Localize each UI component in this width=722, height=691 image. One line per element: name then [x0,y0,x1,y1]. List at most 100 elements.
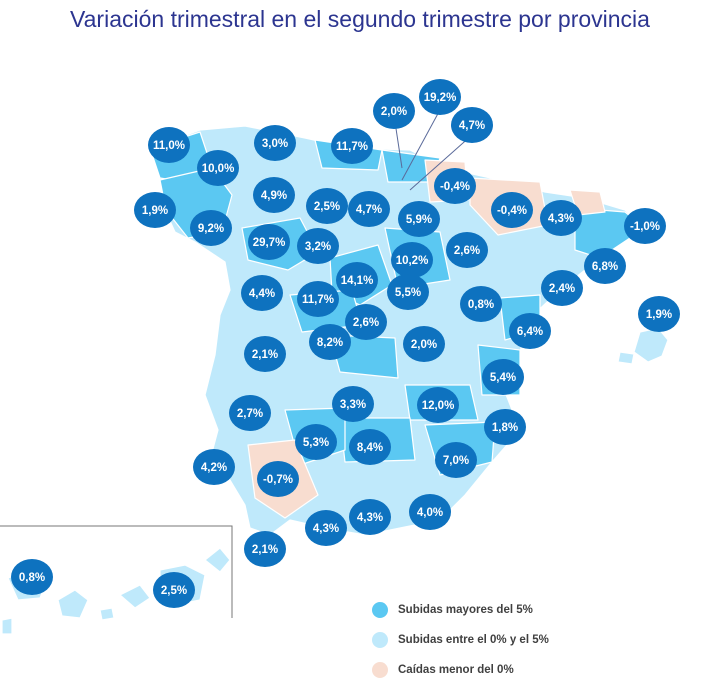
value-bubble-label: 4,4% [249,288,275,300]
value-bubble: 2,0% [403,326,445,362]
value-bubble: 2,7% [229,395,271,431]
value-bubble-label: 1,9% [646,309,672,321]
value-bubble-circle [484,409,526,445]
value-bubble-circle [345,304,387,340]
value-bubble-circle [336,262,378,298]
value-bubble: 10,2% [391,242,433,278]
legend-swatch-mid [372,632,388,648]
value-bubble: 0,8% [460,286,502,322]
value-bubble: 5,3% [295,424,337,460]
value-bubble: 4,7% [348,191,390,227]
value-bubble-label: 10,2% [396,255,429,267]
legend-label-high: Subidas mayores del 5% [398,604,533,616]
value-bubble-label: 4,2% [201,462,227,474]
value-bubble-circle [451,107,493,143]
value-bubble-circle [148,127,190,163]
value-bubble-circle [446,232,488,268]
value-bubble: 4,7% [451,107,493,143]
value-bubble-label: 12,0% [422,400,455,412]
value-bubble: 2,6% [345,304,387,340]
value-bubble-circle [460,286,502,322]
value-bubble: 7,0% [435,442,477,478]
value-bubble: 2,0% [373,93,415,129]
value-bubble: 4,3% [540,200,582,236]
value-bubble-circle [193,449,235,485]
value-bubble-label: -0,7% [263,474,293,486]
value-bubble-label: 1,8% [492,422,518,434]
callout-leader-lines [394,107,473,191]
value-bubble-label: 2,6% [454,245,480,257]
canary-islands-inset-frame [0,525,233,618]
value-bubble-circle [241,275,283,311]
value-bubble-label: 2,6% [353,317,379,329]
value-bubble-label: 2,1% [252,544,278,556]
value-bubble: 4,3% [349,499,391,535]
legend: Subidas mayores del 5% Subidas entre el … [372,595,549,685]
value-bubble: 14,1% [336,262,378,298]
value-bubble: 11,0% [148,127,190,163]
value-bubble: 5,5% [387,274,429,310]
legend-item-high: Subidas mayores del 5% [372,595,549,625]
value-bubble-label: 4,7% [356,204,382,216]
value-bubble-circle [190,210,232,246]
legend-item-mid: Subidas entre el 0% y el 5% [372,625,549,655]
value-bubble-label: 4,3% [313,523,339,535]
value-bubble-label: 2,4% [549,283,575,295]
value-bubble: -1,0% [624,208,666,244]
value-bubble: 2,4% [541,270,583,306]
value-bubble: 12,0% [417,387,459,423]
value-bubble-label: 3,3% [340,399,366,411]
value-bubble-circle [417,387,459,423]
map-title: Variación trimestral en el segundo trime… [70,6,650,32]
value-bubble-label: 3,2% [305,241,331,253]
value-bubble-circle [244,531,286,567]
value-bubble-label: 9,2% [198,223,224,235]
value-bubble-label: 11,7% [302,294,334,306]
value-bubble: -0,7% [257,461,299,497]
value-bubble-circle [349,429,391,465]
value-bubble-circle [387,274,429,310]
value-bubble-circle [391,242,433,278]
value-bubble: 2,5% [153,572,195,608]
value-bubble-label: -1,0% [630,221,660,233]
value-bubble-circle [297,228,339,264]
value-bubble: 4,4% [241,275,283,311]
value-bubble: 6,8% [584,248,626,284]
value-bubble: 4,9% [253,177,295,213]
value-bubble-label: -0,4% [440,181,470,193]
value-bubble: 1,9% [134,192,176,228]
legend-swatch-high [372,602,388,618]
value-bubble-circle [509,313,551,349]
value-bubble-label: 6,8% [592,261,618,273]
value-bubble-label: 2,7% [237,408,263,420]
value-bubble: 1,8% [484,409,526,445]
value-bubble-circle [434,168,476,204]
value-bubble-circle [11,559,53,595]
value-bubble-circle [306,188,348,224]
value-bubble-label: 4,7% [459,120,485,132]
value-bubble-label: 14,1% [341,275,374,287]
value-bubble-circle [398,201,440,237]
value-bubble: 19,2% [419,79,461,115]
value-bubble-label: 2,5% [161,585,187,597]
value-bubble-label: 2,1% [252,349,278,361]
value-bubble-label: 2,0% [381,106,407,118]
leader-line-3 [409,134,473,191]
leader-line-1 [394,121,403,169]
value-bubble-circle [305,510,347,546]
value-bubble-label: 8,4% [357,442,383,454]
value-bubble-circle [419,79,461,115]
value-bubble-label: 6,4% [517,326,543,338]
value-bubble-label: 19,2% [424,92,457,104]
value-bubble: 2,6% [446,232,488,268]
value-bubble: 11,7% [331,128,373,164]
legend-label-neg: Caídas menor del 0% [398,664,514,676]
value-bubble-label: 4,3% [548,213,574,225]
value-bubble-label: 11,0% [153,140,185,152]
value-bubble: 4,3% [305,510,347,546]
value-bubble: 4,2% [193,449,235,485]
value-bubble-label: 5,5% [395,287,421,299]
value-bubble-circle [257,461,299,497]
value-bubble-circle [435,442,477,478]
value-bubble-label: 5,3% [303,437,329,449]
